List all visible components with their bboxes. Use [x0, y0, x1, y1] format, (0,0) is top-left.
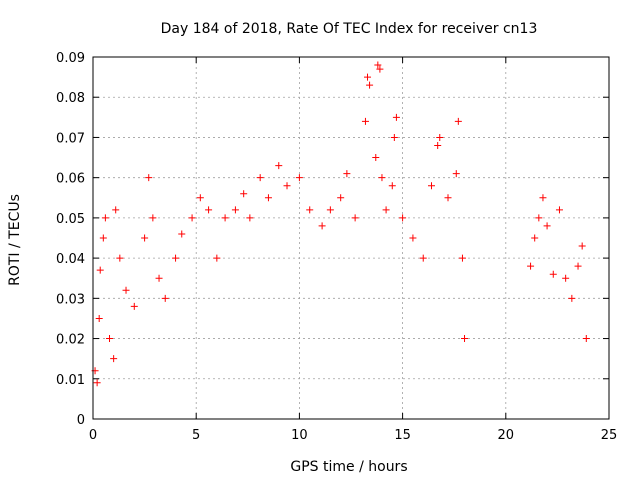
data-point: [106, 335, 114, 343]
data-point: [376, 65, 384, 73]
data-point: [390, 133, 398, 141]
data-point: [145, 174, 153, 182]
y-tick-label: 0.03: [56, 292, 85, 307]
data-point: [535, 214, 543, 222]
data-point: [93, 379, 101, 387]
data-point: [116, 254, 124, 262]
y-tick-label: 0.08: [56, 91, 85, 106]
data-point: [221, 214, 229, 222]
y-tick-label: 0.04: [56, 252, 85, 267]
data-point: [343, 170, 351, 178]
x-tick-label: 10: [291, 428, 308, 443]
data-point: [436, 133, 444, 141]
data-point: [374, 61, 382, 69]
data-points: [91, 61, 590, 387]
data-point: [549, 270, 557, 278]
y-tick-label: 0.01: [56, 373, 85, 388]
y-tick-label: 0: [77, 413, 85, 428]
chart-title: Day 184 of 2018, Rate Of TEC Index for r…: [161, 21, 538, 37]
data-point: [351, 214, 359, 222]
data-point: [205, 206, 213, 214]
data-point: [372, 154, 380, 162]
data-point: [213, 254, 221, 262]
data-point: [578, 242, 586, 250]
axis-ticks: 0 5 10 15 20 25 0 0.01 0.02 0.03 0.04 0.05 0.06 0.07 0…: [56, 51, 617, 443]
data-point: [96, 266, 104, 274]
y-tick-label: 0.05: [56, 212, 85, 227]
data-point: [409, 234, 417, 242]
data-point: [283, 182, 291, 190]
data-point: [399, 214, 407, 222]
data-point: [188, 214, 196, 222]
x-axis-title: GPS time / hours: [290, 459, 407, 475]
data-point: [141, 234, 149, 242]
data-point: [172, 254, 180, 262]
data-point: [444, 194, 452, 202]
data-point: [264, 194, 272, 202]
data-point: [366, 81, 374, 89]
x-tick-label: 0: [89, 428, 97, 443]
data-point: [562, 274, 570, 282]
y-tick-label: 0.09: [56, 51, 85, 66]
data-point: [388, 182, 396, 190]
x-tick-label: 15: [394, 428, 411, 443]
data-point: [161, 294, 169, 302]
data-point: [543, 222, 551, 230]
data-point: [454, 117, 462, 125]
data-point: [130, 302, 138, 310]
y-tick-label: 0.02: [56, 333, 85, 348]
data-point: [256, 174, 264, 182]
data-point: [419, 254, 427, 262]
data-point: [382, 206, 390, 214]
data-point: [99, 234, 107, 242]
data-point: [452, 170, 460, 178]
data-point: [574, 262, 582, 270]
data-point: [555, 206, 563, 214]
y-axis-title: ROTI / TECUs: [7, 194, 23, 286]
y-tick-label: 0.06: [56, 172, 85, 187]
data-point: [155, 274, 163, 282]
x-tick-label: 25: [601, 428, 618, 443]
data-point: [110, 355, 118, 363]
data-point: [361, 117, 369, 125]
x-tick-label: 5: [192, 428, 200, 443]
data-point: [539, 194, 547, 202]
data-point: [231, 206, 239, 214]
data-point: [95, 314, 103, 322]
data-point: [196, 194, 204, 202]
y-tick-label: 0.07: [56, 131, 85, 146]
data-point: [122, 286, 130, 294]
data-point: [306, 206, 314, 214]
data-point: [149, 214, 157, 222]
x-tick-label: 20: [498, 428, 515, 443]
data-point: [531, 234, 539, 242]
data-point: [392, 113, 400, 121]
data-point: [318, 222, 326, 230]
data-point: [112, 206, 120, 214]
data-point: [378, 174, 386, 182]
plot-frame: [92, 56, 610, 420]
data-point: [337, 194, 345, 202]
data-point: [178, 230, 186, 238]
data-point: [461, 335, 469, 343]
data-point: [427, 182, 435, 190]
data-point: [326, 206, 334, 214]
data-point: [434, 141, 442, 149]
data-point: [101, 214, 109, 222]
data-point: [295, 174, 303, 182]
data-point: [527, 262, 535, 270]
data-point: [364, 73, 372, 81]
data-point: [458, 254, 466, 262]
data-point: [582, 335, 590, 343]
data-point: [240, 190, 248, 198]
data-point: [275, 162, 283, 170]
data-point: [568, 294, 576, 302]
data-point: [246, 214, 254, 222]
